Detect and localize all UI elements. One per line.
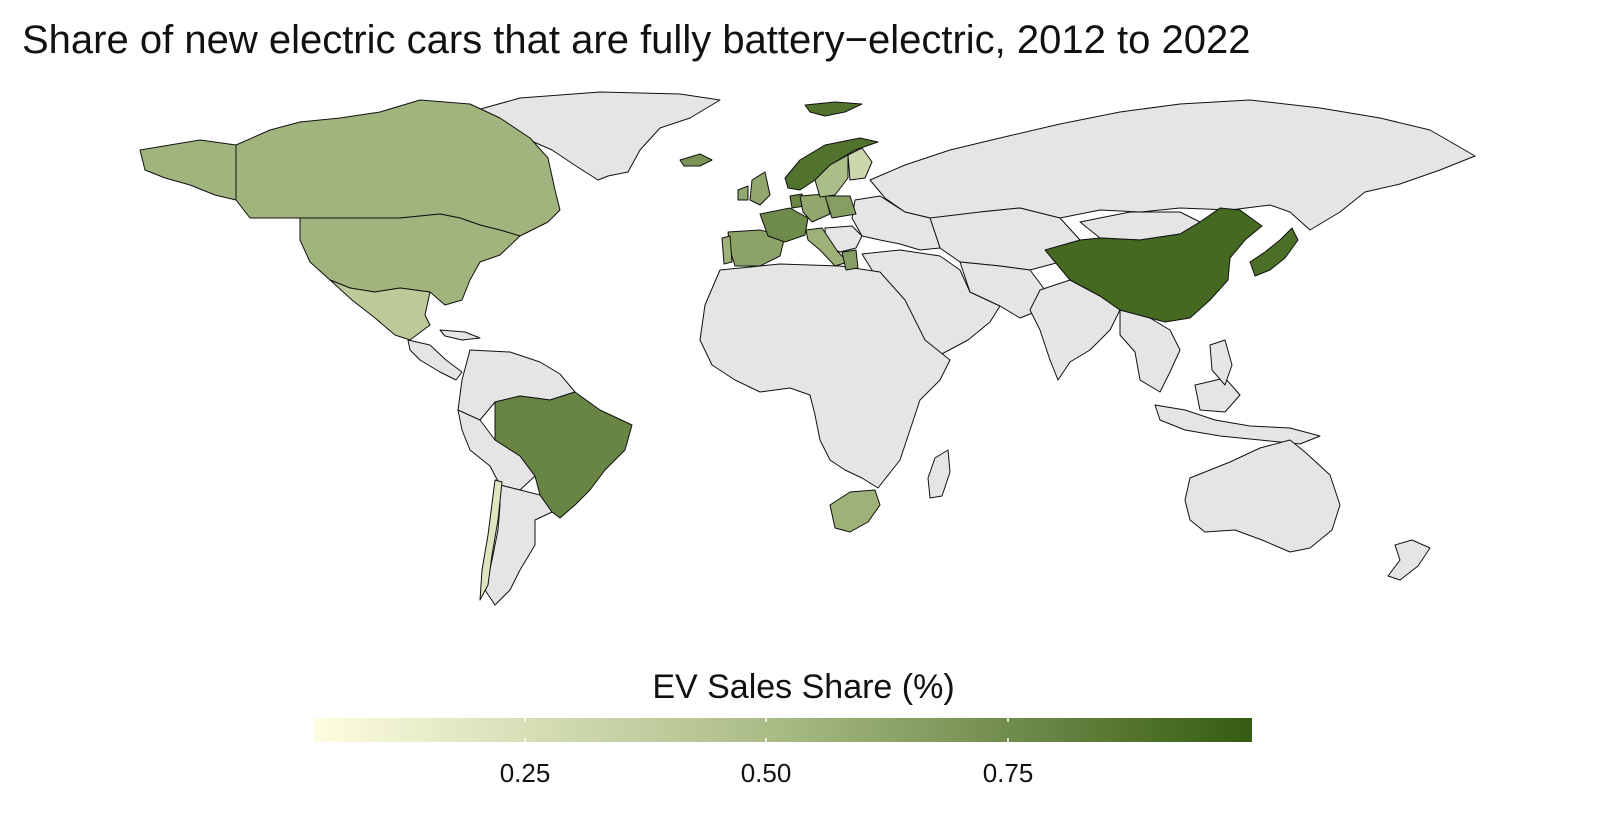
region-philippines [1209,339,1233,386]
region-cuba [439,329,481,341]
region-russia [869,99,1476,231]
region-poland [824,195,857,219]
region-ireland [737,185,749,201]
region-central-america [407,339,463,381]
legend-tick-label: 0.75 [982,758,1034,788]
region-finland [847,147,873,181]
region-borneo [1194,377,1241,413]
region-africa [699,263,951,489]
region-australia [1184,439,1341,553]
map-title: Share of new electric cars that are full… [22,18,1251,62]
region-iceland [679,153,713,167]
region-portugal [721,235,733,265]
legend-title: EV Sales Share (%) [652,668,955,706]
region-svalbard [804,101,863,117]
region-greece [841,249,859,271]
legend-tick-label: 0.50 [740,758,792,788]
region-sweden [814,154,849,198]
region-france [759,207,809,243]
legend-tick-label: 0.25 [499,758,551,788]
region-greenland [469,91,721,181]
region-southeast-asia [1119,309,1181,393]
region-madagascar [927,449,951,499]
region-south-africa [829,489,881,533]
region-china [1044,207,1263,323]
region-mexico [329,279,431,341]
region-chile [479,479,503,601]
region-japan [1249,227,1299,277]
world-map [139,91,1476,606]
region-italy [805,227,849,267]
region-indonesia [1154,404,1321,445]
region-brazil [494,391,633,519]
region-alaska [139,139,237,201]
region-united-kingdom [749,171,771,206]
region-new-zealand [1387,539,1431,581]
legend-colorbar [314,718,1252,742]
region-eastern-europe [851,195,941,251]
